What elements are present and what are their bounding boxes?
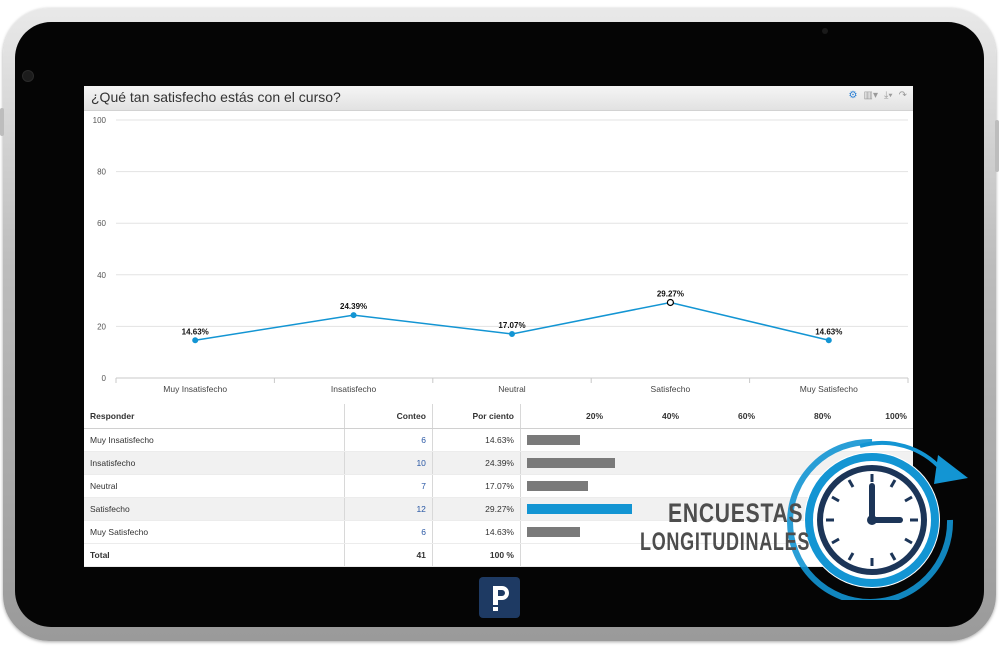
percent-bar (527, 481, 589, 492)
overlay-title-line1: ENCUESTAS (668, 498, 804, 528)
y-tick-label: 40 (97, 271, 106, 280)
total-label: Total (84, 543, 345, 567)
header-responder: Responder (84, 404, 345, 429)
row-percent: 14.63% (431, 428, 521, 452)
row-count[interactable]: 12 (343, 497, 433, 521)
percent-bar (527, 504, 633, 515)
scale-tick: 100% (885, 411, 907, 421)
percent-bar (527, 435, 580, 446)
row-count[interactable]: 10 (343, 451, 433, 475)
row-label: Neutral (84, 474, 345, 498)
header-scale: 20% 40% 60% 80% 100% (520, 404, 913, 429)
y-axis: 0 20 40 60 80 100 (93, 116, 107, 383)
table-row: Insatisfecho 10 24.39% (84, 451, 913, 475)
widget-header: ¿Qué tan satisfecho estás con el curso? … (84, 86, 913, 111)
survey-widget: ¿Qué tan satisfecho estás con el curso? … (84, 86, 913, 567)
row-label: Muy Satisfecho (84, 520, 345, 544)
data-point (192, 337, 199, 344)
row-label: Insatisfecho (84, 451, 345, 475)
row-count[interactable]: 6 (343, 520, 433, 544)
row-label: Satisfecho (84, 497, 345, 521)
chart-type-icon[interactable]: ▥▾ (863, 90, 878, 101)
total-row: Total 41 100 % (84, 543, 913, 567)
row-percent: 14.63% (431, 520, 521, 544)
data-label: 17.07% (498, 321, 525, 330)
data-label: 29.27% (657, 289, 684, 298)
data-point (509, 330, 515, 337)
count-link[interactable]: 12 (416, 504, 426, 514)
table-row: Neutral 7 17.07% (84, 474, 913, 498)
scale-tick: 40% (661, 411, 679, 421)
y-tick-label: 20 (97, 322, 106, 331)
x-tick-label: Muy Satisfecho (800, 384, 858, 394)
data-point (825, 337, 832, 344)
x-axis: Muy Insatisfecho Insatisfecho Neutral Satis… (115, 377, 909, 394)
scale-tick: 80% (813, 411, 831, 421)
x-tick-label: Satisfecho (651, 384, 691, 394)
camera-icon (22, 70, 34, 82)
row-count[interactable]: 7 (343, 474, 433, 498)
sensor-icon (822, 28, 828, 34)
y-tick-label: 80 (97, 168, 106, 177)
header-conteo: Conteo (343, 404, 433, 429)
data-label: 24.39% (340, 302, 367, 311)
data-label: 14.63% (182, 327, 209, 336)
data-point (666, 298, 675, 307)
chart-grid (116, 119, 908, 379)
percent-bar (527, 527, 580, 538)
scale-tick: 20% (585, 411, 603, 421)
results-table: Responder Conteo Por ciento 20% 40% 60% 80%… (84, 404, 913, 567)
share-icon[interactable]: ↷ (898, 90, 907, 101)
total-percent: 100 % (431, 543, 521, 567)
series-line: 14.63% 24.39% 17.07% 29.27% 14.63% (182, 289, 842, 344)
settings-icon[interactable]: ⚙ (848, 90, 858, 101)
widget-toolbar: ⚙ ▥▾ ⤓▾ ↷ (849, 90, 907, 101)
row-percent: 17.07% (431, 474, 521, 498)
widget-title: ¿Qué tan satisfecho estás con el curso? (91, 89, 341, 105)
row-bar-cell (520, 451, 913, 475)
row-count[interactable]: 6 (343, 428, 433, 452)
count-link[interactable]: 6 (421, 435, 426, 445)
row-label: Muy Insatisfecho (84, 428, 345, 452)
x-tick-label: Insatisfecho (331, 384, 377, 394)
count-link[interactable]: 7 (421, 481, 426, 491)
y-tick-label: 60 (97, 219, 106, 228)
row-percent: 24.39% (431, 451, 521, 475)
overlay-title-line2: LONGITUDINALES (640, 528, 811, 556)
clock-badge (787, 438, 968, 600)
count-link[interactable]: 6 (421, 527, 426, 537)
volume-button (0, 108, 4, 136)
count-link[interactable]: 10 (416, 458, 426, 468)
download-icon[interactable]: ⤓▾ (883, 90, 893, 101)
data-point (350, 312, 357, 319)
y-tick-label: 0 (102, 374, 107, 383)
x-tick-label: Neutral (498, 384, 526, 394)
logo (479, 577, 520, 618)
total-count: 41 (343, 543, 433, 567)
scale-tick: 60% (737, 411, 755, 421)
line-chart: 0 20 40 60 80 100 Muy Insatisfecho Insatisfech… (93, 116, 909, 394)
table-row: Muy Insatisfecho 6 14.63% (84, 428, 913, 452)
percent-bar (527, 458, 615, 469)
header-por-ciento: Por ciento (431, 404, 521, 429)
x-tick-label: Muy Insatisfecho (163, 384, 227, 394)
side-button (995, 120, 999, 172)
row-bar-cell (520, 428, 913, 452)
row-percent: 29.27% (431, 497, 521, 521)
y-tick-label: 100 (93, 116, 107, 125)
data-label: 14.63% (815, 327, 842, 336)
